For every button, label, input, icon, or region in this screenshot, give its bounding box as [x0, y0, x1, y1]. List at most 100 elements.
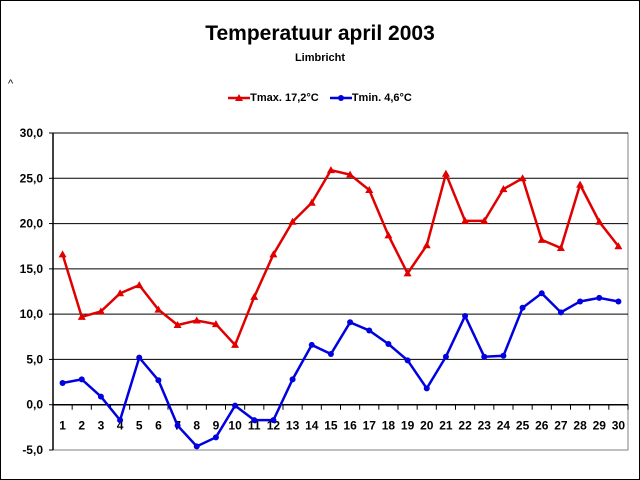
data-point-tmax	[537, 235, 546, 243]
x-tick-label: 1	[59, 419, 66, 433]
x-tick-label: 16	[343, 419, 357, 433]
x-tick-label: 8	[193, 419, 200, 433]
data-point-tmin	[615, 298, 622, 305]
data-point-tmin	[538, 290, 545, 297]
chart-subtitle: Limbricht	[294, 52, 346, 64]
legend-swatch-tmax	[228, 94, 251, 101]
x-tick-label: 13	[286, 419, 300, 433]
data-point-tmin	[366, 327, 373, 334]
data-point-tmin	[289, 376, 296, 383]
data-point-tmax	[384, 231, 393, 239]
legend-item-tmax: Tmax. 17,2°C	[228, 92, 319, 104]
data-point-tmax	[250, 292, 259, 300]
y-tick-label: -5,0	[22, 443, 43, 457]
data-point-tmin	[193, 443, 200, 450]
data-point-tmax	[288, 217, 297, 225]
x-tick-label: 25	[516, 419, 530, 433]
x-tick-label: 11	[248, 419, 261, 433]
y-tick-label: 25,0	[20, 171, 44, 185]
data-point-tmax	[576, 180, 585, 188]
data-point-tmax	[116, 289, 125, 297]
x-tick-label: 9	[213, 419, 220, 433]
x-tick-label: 17	[363, 419, 377, 433]
x-tick-label: 23	[478, 419, 492, 433]
data-point-tmin	[500, 352, 507, 359]
data-point-tmin	[442, 353, 449, 360]
data-point-tmin	[327, 350, 334, 357]
data-point-tmin	[78, 376, 85, 383]
data-point-tmax	[461, 216, 470, 224]
stray-mark: ^	[8, 78, 14, 90]
data-point-tmax	[480, 216, 489, 224]
data-point-tmin	[117, 417, 124, 424]
data-point-tmax	[518, 174, 527, 182]
data-point-tmin	[404, 357, 411, 364]
x-tick-label: 22	[458, 419, 472, 433]
data-point-tmax	[422, 241, 431, 249]
y-tick-label: 10,0	[20, 307, 44, 321]
data-point-tmin	[136, 354, 143, 361]
data-point-tmax	[365, 186, 374, 194]
x-tick-label: 2	[78, 419, 85, 433]
x-tick-label: 28	[573, 419, 587, 433]
data-point-tmax	[307, 198, 316, 206]
legend-swatch-tmin	[329, 95, 352, 101]
data-point-tmax	[595, 217, 604, 225]
data-point-tmin	[385, 341, 392, 348]
data-point-tmin	[557, 309, 564, 316]
data-point-tmax	[269, 250, 278, 258]
x-tick-label: 6	[155, 419, 162, 433]
x-tick-label: 27	[554, 419, 568, 433]
x-tick-label: 21	[439, 419, 453, 433]
data-point-tmax	[211, 320, 220, 328]
data-point-tmin	[212, 434, 219, 441]
x-tick-label: 30	[612, 419, 626, 433]
x-tick-label: 3	[98, 419, 105, 433]
y-tick-label: 0,0	[26, 398, 43, 412]
x-tick-label: 18	[382, 419, 396, 433]
x-tick-label: 20	[420, 419, 434, 433]
data-point-tmin	[155, 377, 162, 384]
x-tick-label: 15	[324, 419, 338, 433]
data-point-tmax	[441, 169, 450, 177]
x-tick-label: 10	[228, 419, 242, 433]
y-tick-label: 20,0	[20, 217, 44, 231]
data-point-tmin	[596, 294, 603, 301]
x-tick-label: 12	[267, 419, 281, 433]
legend-label-tmax: Tmax. 17,2°C	[250, 92, 319, 104]
data-point-tmax	[77, 312, 86, 320]
data-point-tmax	[96, 307, 105, 315]
data-point-tmax	[192, 316, 201, 324]
data-point-tmin	[423, 385, 430, 392]
data-point-tmin	[308, 341, 315, 348]
x-tick-label: 24	[497, 419, 511, 433]
data-point-tmax	[58, 250, 67, 258]
data-point-tmax	[346, 170, 355, 178]
data-point-tmin	[174, 422, 181, 429]
x-tick-label: 19	[401, 419, 415, 433]
series-line-tmin	[62, 291, 619, 448]
data-point-tmin	[519, 304, 526, 311]
data-point-tmin	[347, 319, 354, 326]
x-tick-label: 4	[117, 419, 124, 433]
legend: Tmax. 17,2°C Tmin. 4,6°C	[0, 92, 640, 106]
data-point-tmax	[231, 340, 240, 348]
data-point-tmin	[481, 353, 488, 360]
data-point-tmin	[59, 379, 66, 386]
x-tick-label: 14	[305, 419, 319, 433]
data-point-tmax	[556, 244, 565, 252]
series-line-tmax	[61, 168, 620, 348]
data-point-tmin	[577, 298, 584, 305]
legend-item-tmin: Tmin. 4,6°C	[329, 92, 412, 104]
data-point-tmin	[97, 393, 104, 400]
data-point-tmax	[154, 305, 163, 313]
y-tick-label: 5,0	[26, 352, 43, 366]
data-point-tmax	[499, 185, 508, 193]
y-tick-label: 15,0	[20, 262, 44, 276]
data-point-tmin	[462, 312, 469, 319]
data-point-tmax	[614, 242, 623, 250]
data-point-tmax	[403, 269, 412, 277]
x-tick-label: 26	[535, 419, 549, 433]
data-point-tmax	[326, 166, 335, 174]
